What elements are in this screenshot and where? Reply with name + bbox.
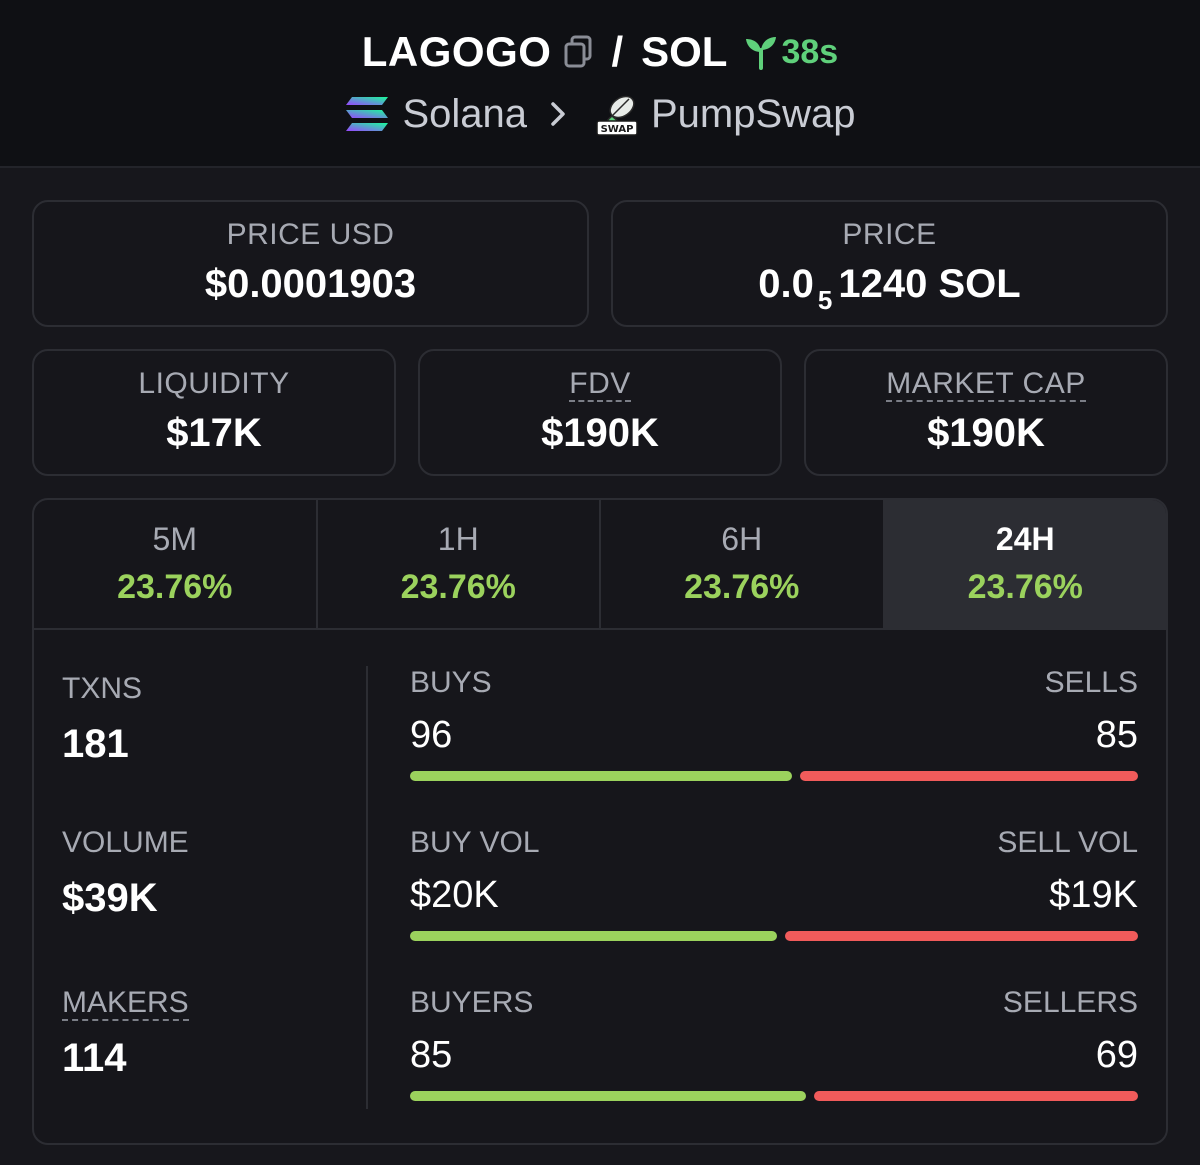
volume-value: $39K (62, 876, 158, 920)
volume-metric: VOLUME $39K (62, 826, 366, 986)
tab-6h[interactable]: 6H 23.76% (601, 500, 885, 628)
buys-sells-row: BUYS SELLS 96 85 (410, 666, 1138, 826)
price-native-zero-count: 5 (817, 285, 833, 315)
txns-value: 181 (62, 722, 129, 766)
pair-age: 38s (743, 33, 838, 72)
tab-5m[interactable]: 5M 23.76% (34, 500, 318, 628)
market-cap-card: MARKET CAP $190K (804, 349, 1168, 476)
buyers-sellers-ratio-bar (410, 1091, 1138, 1101)
buy-vol-value: $20K (410, 874, 499, 916)
market-cap-value: $190K (927, 411, 1045, 455)
txn-detail: TXNS 181 VOLUME $39K MAKERS 114 BUYS SEL… (34, 630, 1166, 1143)
pair-title-row: LAGOGO / SOL 38s (362, 26, 838, 78)
totals-column: TXNS 181 VOLUME $39K MAKERS 114 (34, 666, 368, 1109)
pair-separator: / (611, 28, 624, 75)
sprout-icon (746, 37, 777, 70)
tab-price-change: 23.76% (117, 568, 233, 606)
base-token-symbol: LAGOGO (361, 28, 552, 75)
pair-info-panel: PRICE USD $0.0001903 PRICE 0.0 5 1240 SOL … (0, 168, 1200, 1145)
txn-stats-panel: 5M 23.76% 1H 23.76% 6H 23.76% 24H 23.76%… (32, 498, 1168, 1145)
txns-metric: TXNS 181 (62, 666, 366, 826)
buys-sells-ratio-bar (410, 771, 1138, 781)
buy-vol-label: BUY VOL (410, 826, 540, 859)
liquidity-label: LIQUIDITY (138, 367, 290, 400)
makers-value: 114 (62, 1036, 127, 1080)
buyers-value: 85 (410, 1034, 453, 1076)
sellers-label: SELLERS (1002, 986, 1138, 1019)
tab-24h[interactable]: 24H 23.76% (884, 500, 1166, 628)
fdv-label[interactable]: FDV (569, 367, 631, 402)
price-usd-label: PRICE USD (226, 218, 395, 251)
price-native-card: PRICE 0.0 5 1240 SOL (611, 200, 1168, 327)
timeframe-tabs: 5M 23.76% 1H 23.76% 6H 23.76% 24H 23.76% (34, 500, 1166, 630)
copy-icon[interactable] (563, 35, 593, 69)
tab-1h[interactable]: 1H 23.76% (318, 500, 601, 628)
sells-value: 85 (1095, 714, 1138, 756)
breadcrumb: Solana SWAP PumpSwap (344, 88, 856, 140)
buys-value: 96 (410, 714, 453, 756)
dex-name: PumpSwap (651, 91, 856, 136)
pair-age-value: 38s (781, 32, 839, 71)
sellers-value: 69 (1095, 1034, 1138, 1076)
pair-header: LAGOGO / SOL 38s (0, 0, 1200, 168)
buyers-label: BUYERS (410, 986, 534, 1019)
sell-bar (799, 771, 1138, 781)
liquidity-value: $17K (166, 411, 262, 455)
chevron-right-icon (551, 102, 565, 126)
market-cap-label[interactable]: MARKET CAP (886, 367, 1086, 402)
sells-label: SELLS (1044, 666, 1138, 699)
tab-price-change: 23.76% (967, 568, 1083, 606)
pumpswap-icon: SWAP (596, 95, 638, 136)
price-usd-card: PRICE USD $0.0001903 (32, 200, 589, 327)
tab-label: 1H (437, 521, 479, 557)
chain-link[interactable]: Solana (344, 92, 527, 137)
makers-metric: MAKERS 114 (62, 986, 366, 1143)
dex-link[interactable]: SWAP PumpSwap (595, 91, 856, 137)
tab-label: 24H (995, 521, 1055, 557)
sell-bar (785, 931, 1138, 941)
volume-label: VOLUME (62, 826, 189, 859)
price-native-label: PRICE (842, 218, 937, 251)
sell-vol-label: SELL VOL (997, 826, 1138, 859)
buyers-sellers-row: BUYERS SELLERS 85 69 (410, 986, 1138, 1143)
sell-bar (814, 1091, 1138, 1101)
price-native-rest: 1240 SOL (838, 262, 1021, 306)
buy-bar (410, 771, 792, 781)
buy-sell-column: BUYS SELLS 96 85 BUY VOL SELL (368, 630, 1166, 1143)
fdv-value: $190K (541, 411, 659, 455)
buy-bar (410, 1091, 806, 1101)
pumpswap-badge-text: SWAP (601, 124, 634, 135)
chain-name: Solana (402, 91, 527, 136)
tab-label: 6H (721, 521, 763, 557)
volume-ratio-bar (410, 931, 1138, 941)
tab-price-change: 23.76% (684, 568, 800, 606)
price-usd-value: $0.0001903 (204, 262, 417, 306)
fdv-card: FDV $190K (418, 349, 782, 476)
price-native-value: 0.0 5 1240 SOL (758, 262, 1021, 315)
tab-label: 5M (152, 521, 197, 557)
makers-label[interactable]: MAKERS (62, 986, 189, 1021)
tab-price-change: 23.76% (400, 568, 516, 606)
buys-label: BUYS (410, 666, 492, 699)
price-native-prefix: 0.0 (758, 262, 814, 306)
volume-row: BUY VOL SELL VOL $20K $19K (410, 826, 1138, 986)
txns-label: TXNS (62, 672, 143, 705)
liquidity-card: LIQUIDITY $17K (32, 349, 396, 476)
solana-icon (346, 97, 389, 131)
quote-token-symbol: SOL (641, 28, 728, 75)
sell-vol-value: $19K (1049, 874, 1138, 916)
buy-bar (410, 931, 778, 941)
